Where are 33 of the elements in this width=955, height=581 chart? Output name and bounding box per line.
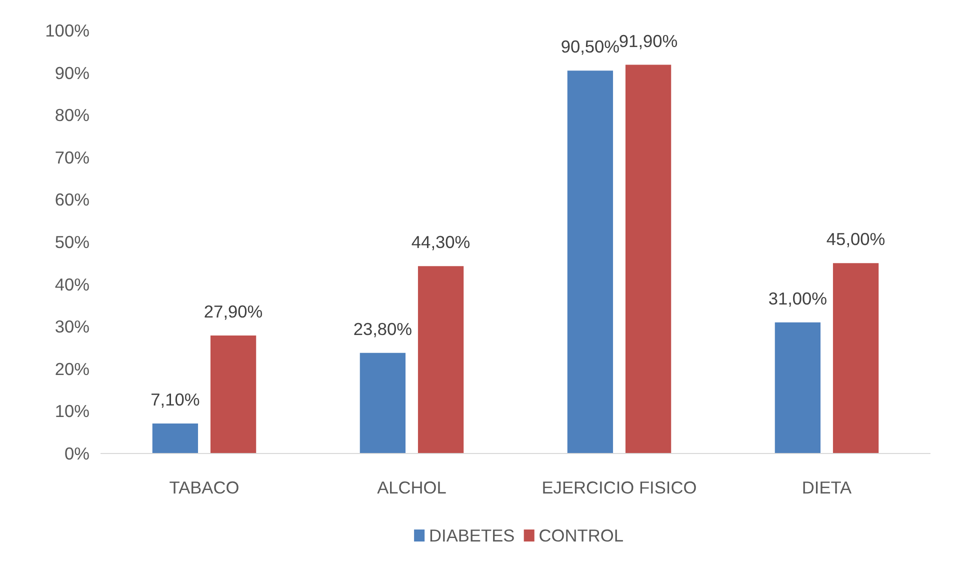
bar — [360, 352, 406, 454]
x-tick-label: TABACO — [169, 478, 240, 498]
bar — [210, 335, 256, 454]
y-tick-label: 10% — [54, 401, 90, 422]
y-tick-label: 100% — [45, 20, 90, 40]
y-tick-label: 50% — [54, 232, 90, 252]
x-tick-label: DIETA — [802, 478, 852, 498]
y-tick-label: 20% — [54, 358, 90, 379]
bar — [418, 266, 464, 454]
data-label: 31,00% — [768, 288, 828, 308]
data-label: 90,50% — [560, 36, 620, 57]
bar — [774, 322, 821, 454]
data-label: 7,10% — [150, 389, 200, 410]
y-tick-label: 40% — [54, 274, 90, 294]
data-label: 91,90% — [618, 30, 678, 51]
y-tick-label: 90% — [54, 62, 90, 83]
data-label: 27,90% — [204, 301, 263, 322]
x-tick-label: EJERCICIO FISICO — [542, 478, 697, 498]
data-label: 23,80% — [353, 318, 412, 339]
y-tick-label: 30% — [54, 316, 90, 337]
bar — [625, 64, 672, 454]
bar — [152, 423, 198, 454]
y-tick-label: 60% — [54, 190, 90, 210]
bar — [832, 263, 879, 454]
legend-label: CONTROL — [538, 526, 624, 546]
data-label: 45,00% — [826, 229, 886, 250]
legend-label: DIABETES — [428, 526, 515, 546]
x-tick-label: ALCHOL — [377, 478, 447, 498]
y-tick-label: 70% — [54, 147, 90, 168]
data-label: 44,30% — [411, 232, 470, 252]
y-tick-label: 0% — [64, 444, 90, 464]
y-tick-label: 80% — [54, 105, 90, 126]
bar — [567, 70, 614, 454]
